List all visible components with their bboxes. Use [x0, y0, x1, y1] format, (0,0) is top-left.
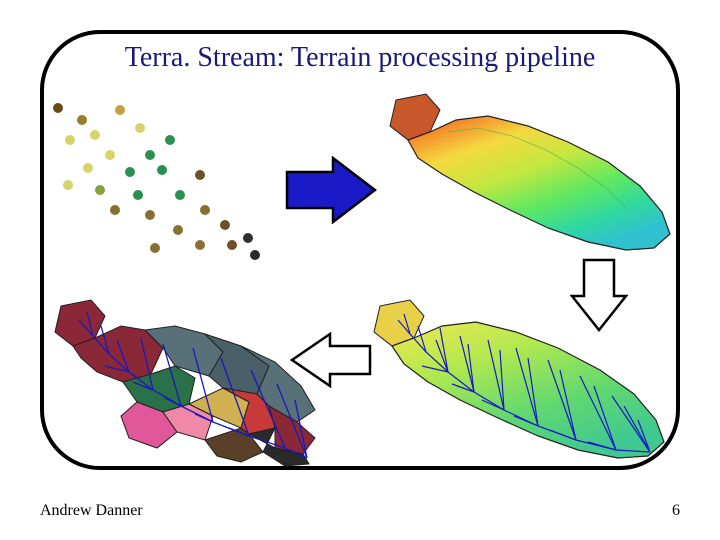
data-point — [145, 150, 155, 160]
data-point — [200, 205, 210, 215]
data-point — [195, 240, 205, 250]
data-point — [150, 243, 160, 253]
dem-map-panel — [378, 92, 678, 254]
data-point — [220, 220, 230, 230]
data-point — [250, 250, 260, 260]
data-point — [173, 225, 183, 235]
data-point — [65, 135, 75, 145]
data-point — [195, 170, 205, 180]
data-point — [110, 205, 120, 215]
data-point — [125, 167, 135, 177]
stream-map-panel — [360, 296, 670, 464]
data-point — [90, 130, 100, 140]
data-point — [243, 233, 253, 243]
data-point — [105, 150, 115, 160]
data-point — [145, 210, 155, 220]
data-point — [133, 190, 143, 200]
data-point — [115, 105, 125, 115]
arrow-right-icon — [285, 156, 377, 224]
page-number: 6 — [672, 502, 680, 520]
data-point — [165, 135, 175, 145]
data-point — [63, 180, 73, 190]
data-point — [53, 103, 63, 113]
slide-title: Terra. Stream: Terrain processing pipeli… — [0, 42, 720, 74]
author-label: Andrew Danner — [40, 502, 143, 520]
data-point — [83, 163, 93, 173]
data-point — [135, 123, 145, 133]
data-point — [157, 165, 167, 175]
data-point — [175, 190, 185, 200]
data-point — [227, 240, 237, 250]
data-point — [95, 185, 105, 195]
data-point — [77, 115, 87, 125]
subbasin-map-panel — [45, 298, 335, 468]
